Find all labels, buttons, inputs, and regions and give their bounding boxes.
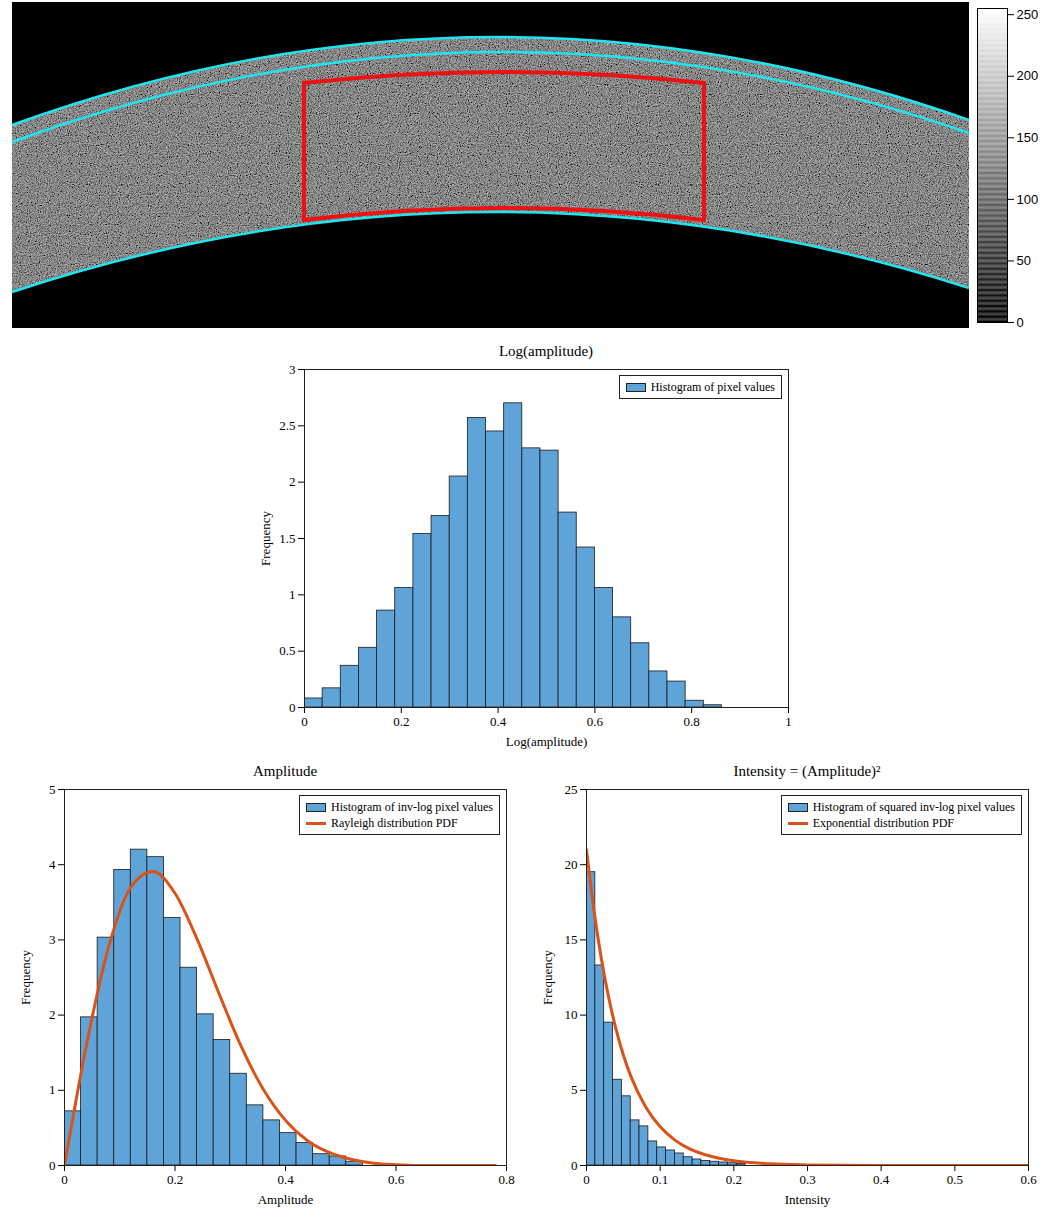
svg-text:0: 0 bbox=[289, 700, 296, 715]
html-text:Amplitude: Amplitude bbox=[252, 763, 318, 779]
html-text:Histogram of squared inv-log p: Histogram of squared inv-log pixel value… bbox=[812, 800, 1015, 814]
svg-text:15: 15 bbox=[565, 932, 578, 947]
svg-text:Log(amplitude): Log(amplitude) bbox=[506, 734, 588, 749]
svg-text:0: 0 bbox=[49, 1158, 56, 1173]
svg-text:0.3: 0.3 bbox=[799, 1172, 815, 1187]
svg-text:0.4: 0.4 bbox=[490, 714, 507, 729]
svg-text:0.6: 0.6 bbox=[587, 714, 604, 729]
svg-text:1: 1 bbox=[785, 714, 792, 729]
html-text:Log(amplitude): Log(amplitude) bbox=[498, 343, 594, 359]
svg-text:Amplitude: Amplitude bbox=[258, 1192, 314, 1207]
svg-text:25: 25 bbox=[565, 782, 578, 797]
svg-text:Frequency: Frequency bbox=[258, 511, 273, 566]
html-text:Intensity = (Amplitude)²: Intensity = (Amplitude)² bbox=[733, 763, 881, 779]
svg-text:0.8: 0.8 bbox=[498, 1172, 514, 1187]
svg-text:150: 150 bbox=[1016, 130, 1038, 145]
svg-text:1: 1 bbox=[289, 587, 296, 602]
svg-text:0: 0 bbox=[61, 1172, 68, 1187]
html-text:Histogram of inv-log pixel val: Histogram of inv-log pixel values bbox=[331, 800, 493, 814]
svg-text:50: 50 bbox=[1016, 253, 1030, 268]
svg-text:0.1: 0.1 bbox=[652, 1172, 668, 1187]
svg-text:5: 5 bbox=[49, 782, 56, 797]
svg-text:0: 0 bbox=[571, 1158, 578, 1173]
svg-text:200: 200 bbox=[1016, 68, 1038, 83]
svg-text:20: 20 bbox=[565, 857, 578, 872]
html-text:Exponential distribution PDF: Exponential distribution PDF bbox=[812, 816, 954, 830]
svg-text:0: 0 bbox=[1016, 315, 1023, 330]
svg-text:0.8: 0.8 bbox=[684, 714, 700, 729]
svg-text:Intensity: Intensity bbox=[785, 1192, 831, 1207]
svg-text:2: 2 bbox=[49, 1007, 56, 1022]
svg-text:0: 0 bbox=[583, 1172, 590, 1187]
html-text:Rayleigh distribution PDF: Rayleigh distribution PDF bbox=[331, 816, 458, 830]
svg-text:0.2: 0.2 bbox=[726, 1172, 742, 1187]
svg-text:0.2: 0.2 bbox=[167, 1172, 183, 1187]
svg-text:3: 3 bbox=[289, 362, 296, 377]
svg-text:0.5: 0.5 bbox=[947, 1172, 963, 1187]
svg-text:100: 100 bbox=[1016, 192, 1038, 207]
svg-text:2: 2 bbox=[289, 474, 296, 489]
svg-text:0.6: 0.6 bbox=[1020, 1172, 1037, 1187]
svg-text:10: 10 bbox=[565, 1007, 578, 1022]
svg-text:250: 250 bbox=[1016, 7, 1038, 22]
svg-text:Frequency: Frequency bbox=[540, 950, 555, 1005]
svg-text:0.2: 0.2 bbox=[393, 714, 409, 729]
svg-text:0: 0 bbox=[301, 714, 308, 729]
svg-text:0.5: 0.5 bbox=[279, 643, 295, 658]
svg-text:3: 3 bbox=[49, 932, 56, 947]
svg-text:0.6: 0.6 bbox=[388, 1172, 405, 1187]
svg-text:1: 1 bbox=[49, 1082, 56, 1097]
svg-text:5: 5 bbox=[571, 1082, 578, 1097]
svg-text:0.4: 0.4 bbox=[277, 1172, 294, 1187]
html-text:Histogram of pixel values: Histogram of pixel values bbox=[650, 380, 775, 394]
svg-text:4: 4 bbox=[49, 857, 56, 872]
svg-text:1.5: 1.5 bbox=[279, 531, 295, 546]
svg-text:2.5: 2.5 bbox=[279, 418, 295, 433]
svg-text:0.4: 0.4 bbox=[873, 1172, 890, 1187]
svg-text:Frequency: Frequency bbox=[18, 950, 33, 1005]
